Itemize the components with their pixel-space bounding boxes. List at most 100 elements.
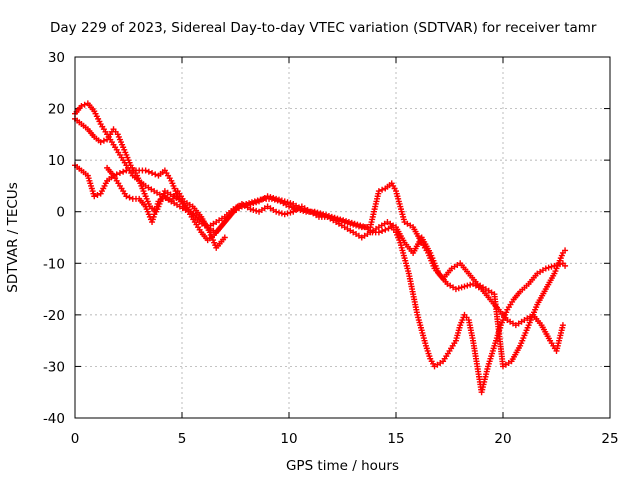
data-point <box>458 284 465 291</box>
data-points <box>72 100 569 396</box>
data-point <box>562 247 569 254</box>
data-point <box>333 216 340 223</box>
data-point <box>145 168 152 175</box>
data-point <box>545 264 552 271</box>
data-point <box>559 322 566 329</box>
data-point <box>97 139 104 146</box>
data-point <box>321 213 328 220</box>
data-point <box>264 193 271 200</box>
data-point <box>315 211 322 218</box>
data-point <box>250 200 257 207</box>
data-point <box>313 210 320 217</box>
data-point <box>273 195 280 202</box>
x-tick-label: 20 <box>494 431 511 447</box>
data-point <box>253 207 260 214</box>
data-point <box>318 212 325 219</box>
data-point <box>123 193 130 200</box>
data-point <box>385 225 392 232</box>
y-tick-label: 30 <box>48 50 65 66</box>
data-point <box>301 206 308 213</box>
y-tick-label: 10 <box>48 153 65 169</box>
data-point <box>152 171 159 178</box>
data-point <box>94 191 101 198</box>
data-point <box>276 209 283 216</box>
data-point <box>330 215 337 222</box>
data-point <box>467 281 474 288</box>
data-point <box>270 194 277 201</box>
data-point <box>247 206 254 213</box>
data-point <box>288 204 295 211</box>
data-point <box>353 222 360 229</box>
data-point <box>250 206 257 213</box>
y-axis-label: SDTVAR / TECUs <box>5 182 21 292</box>
data-point <box>382 226 389 233</box>
data-point <box>461 283 468 290</box>
data-point <box>455 285 462 292</box>
x-tick-label: 10 <box>280 431 297 447</box>
data-point <box>287 209 294 216</box>
data-point <box>241 202 248 209</box>
data-point <box>341 219 348 226</box>
data-point <box>335 217 342 224</box>
data-point <box>120 168 127 175</box>
data-point <box>379 228 386 235</box>
data-point <box>221 234 228 241</box>
data-point <box>542 265 549 272</box>
data-point <box>238 203 245 210</box>
data-point <box>344 219 351 226</box>
data-point <box>375 229 382 236</box>
data-point <box>284 199 291 206</box>
x-tick-label: 5 <box>178 431 187 447</box>
y-tick-label: 20 <box>48 102 65 118</box>
data-point <box>464 282 471 289</box>
y-tick-label: -10 <box>43 256 65 272</box>
data-point <box>310 209 317 216</box>
chart-title: Day 229 of 2023, Sidereal Day-to-day VTE… <box>50 20 597 36</box>
data-point <box>347 220 354 227</box>
data-point <box>78 102 85 109</box>
data-point <box>287 200 294 207</box>
y-tick-label: -40 <box>43 411 65 427</box>
data-point <box>281 198 288 205</box>
data-point <box>338 218 345 225</box>
data-point <box>278 210 285 217</box>
data-point <box>375 188 382 195</box>
data-point <box>247 200 254 207</box>
data-point <box>379 186 386 193</box>
data-point <box>452 286 459 293</box>
data-point <box>142 167 149 174</box>
x-tick-label: 15 <box>387 431 404 447</box>
data-point <box>307 208 314 215</box>
y-tick-label: -30 <box>43 359 65 375</box>
data-point <box>281 211 288 218</box>
data-point <box>253 199 260 206</box>
data-point <box>304 207 311 214</box>
x-tick-label: 25 <box>601 431 618 447</box>
data-point <box>267 194 274 201</box>
data-point <box>126 194 133 201</box>
grid <box>75 57 610 418</box>
data-point <box>273 208 280 215</box>
x-tick-label: 0 <box>71 431 80 447</box>
data-point <box>350 221 357 228</box>
data-point <box>100 137 107 144</box>
data-point <box>149 170 156 177</box>
y-tick-label: -20 <box>43 308 65 324</box>
data-point <box>244 201 251 208</box>
plot-border <box>74 56 611 419</box>
data-point <box>116 170 123 177</box>
data-point <box>286 203 292 210</box>
data-point <box>284 210 291 217</box>
data-point <box>91 193 98 200</box>
y-tick-label: 0 <box>56 205 65 221</box>
x-axis-label: GPS time / hours <box>286 458 399 474</box>
data-point <box>298 206 305 213</box>
data-point <box>355 223 362 230</box>
data-point <box>327 214 334 221</box>
data-point <box>548 263 555 270</box>
data-point <box>278 197 285 204</box>
data-point <box>276 196 283 203</box>
data-point <box>324 213 331 220</box>
